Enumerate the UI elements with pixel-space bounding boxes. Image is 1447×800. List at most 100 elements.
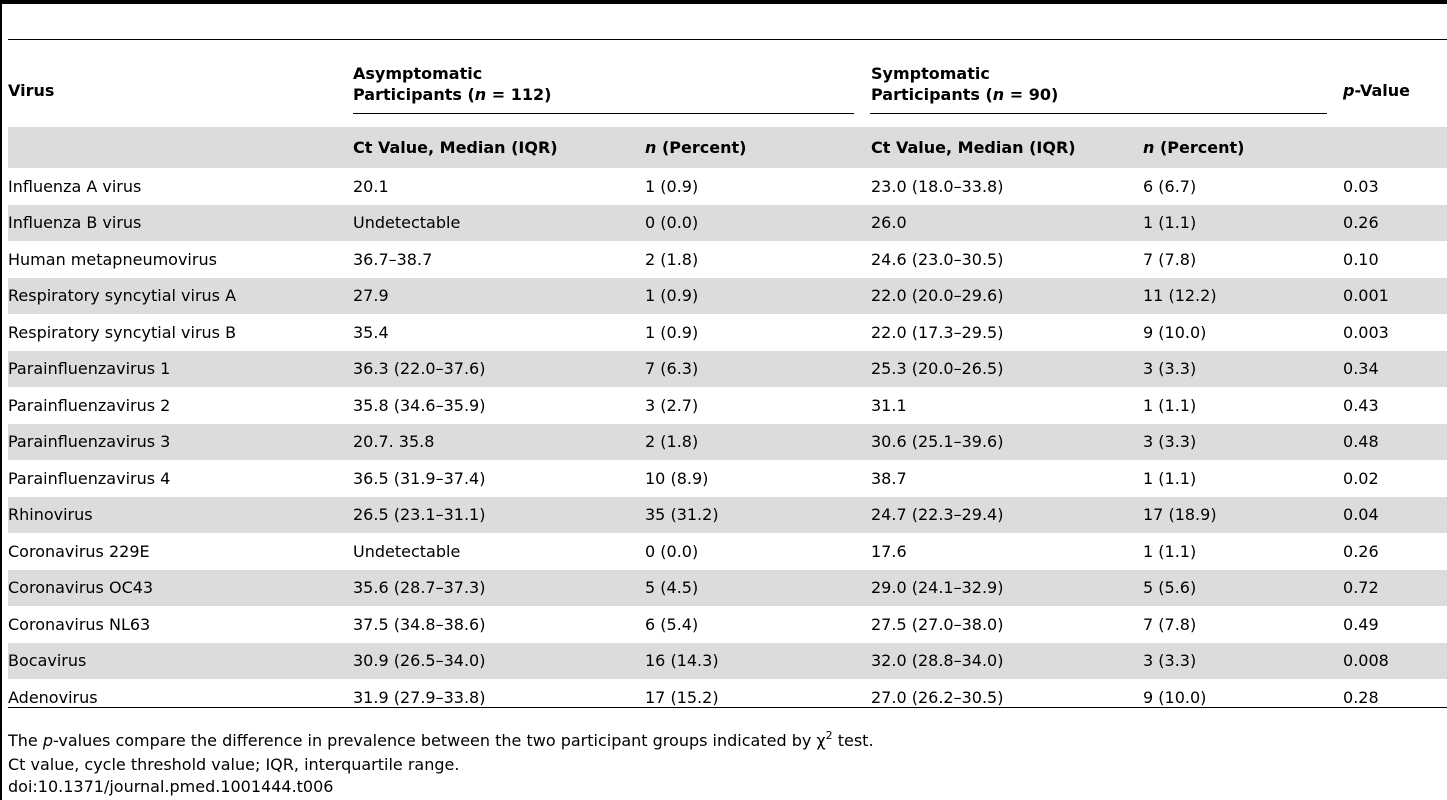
cell-p-value: 0.34 [1343,350,1447,387]
cell-sym-ct: 30.6 (25.1–39.6) [871,423,1143,460]
cell-asym-n: 5 (4.5) [645,569,871,606]
cell-sym-n: 5 (5.6) [1143,569,1344,606]
table-row: Coronavirus OC43 35.6 (28.7–37.3) 5 (4.5) 2… [8,569,1447,606]
cell-asym-n: 17 (15.2) [645,687,719,707]
cell-sym-n: 1 (1.1) [1143,541,1197,561]
cell-sym-n: 9 (10.0) [1143,322,1207,342]
cell-p-value: 0.04 [1343,496,1447,533]
cell-asym-ct: Undetectable [353,204,645,241]
cell-sym-n: 1 (1.1) [1143,204,1344,241]
top-border [0,0,1447,4]
header-row-groups: Virus Asymptomatic Participants (n = 112… [8,40,1447,127]
table-row: Respiratory syncytial virus B 35.4 1 (0.9)… [8,314,1447,351]
cell-sym-n: 17 (18.9) [1143,496,1344,533]
symptomatic-group-rule [870,113,1327,114]
cell-asym-n: 2 (1.8) [645,249,699,269]
cell-asym-ct: 36.7–38.7 [353,249,433,269]
left-border [0,0,2,800]
table-row: Parainfluenzavirus 4 36.5 (31.9–37.4) 10 (… [8,460,1447,497]
cell-asym-n: 6 (5.4) [645,614,699,634]
header-sym-ct: Ct Value, Median (IQR) [871,127,1143,168]
table-row: Parainfluenzavirus 1 36.3 (22.0–37.6) 7 (6… [8,350,1447,387]
cell-sym-ct: 31.1 [871,395,907,415]
cell-virus: Parainfluenzavirus 4 [8,468,171,488]
table-row: Bocavirus 30.9 (26.5–34.0) 16 (14.3) 32.0 (… [8,642,1447,679]
table-row: Influenza A virus 20.1 1 (0.9) 23.0 (18.0–3… [8,168,1447,205]
cell-sym-n: 1 (1.1) [1143,395,1197,415]
cell-virus: Coronavirus NL63 [8,614,151,634]
cell-asym-n: 1 (0.9) [645,277,871,314]
cell-asym-n: 10 (8.9) [645,468,709,488]
table-bottom-rule [8,707,1447,708]
cell-virus: Parainfluenzavirus 1 [8,350,353,387]
cell-p-value: 0.26 [1343,204,1447,241]
header-symptomatic-group: Symptomatic Participants (n = 90) [871,63,1059,104]
header-asymptomatic-group: Asymptomatic Participants (n = 112) [353,63,552,104]
cell-p-value: 0.43 [1343,395,1379,415]
cell-virus: Adenovirus [8,687,98,707]
table-row: Human metapneumovirus 36.7–38.7 2 (1.8) 24.… [8,241,1447,278]
table-row: Influenza B virus Undetectable 0 (0.0) 26.0… [8,204,1447,241]
table-row: Coronavirus 229E Undetectable 0 (0.0) 17.6 1… [8,533,1447,570]
cell-virus: Parainfluenzavirus 3 [8,423,353,460]
cell-sym-ct: 24.7 (22.3–29.4) [871,496,1143,533]
cell-virus: Bocavirus [8,642,353,679]
cell-p-value: 0.001 [1343,277,1447,314]
header-row-subcolumns: Ct Value, Median (IQR) n (Percent) Ct Va… [8,127,1447,168]
cell-asym-ct: 37.5 (34.8–38.6) [353,614,486,634]
cell-sym-ct: 27.0 (26.2–30.5) [871,687,1004,707]
cell-asym-ct: 30.9 (26.5–34.0) [353,642,645,679]
cell-sym-ct: 29.0 (24.1–32.9) [871,569,1143,606]
header-asym-ct: Ct Value, Median (IQR) [353,127,645,168]
cell-p-value: 0.48 [1343,423,1447,460]
cell-sym-n: 7 (7.8) [1143,614,1197,634]
cell-sym-ct: 23.0 (18.0–33.8) [871,176,1004,196]
header-asym-n: n (Percent) [645,127,871,168]
cell-p-value: 0.26 [1343,541,1379,561]
table-row: Adenovirus 31.9 (27.9–33.8) 17 (15.2) 27.0 … [8,679,1447,716]
cell-virus: Coronavirus 229E [8,541,150,561]
cell-virus: Respiratory syncytial virus B [8,322,237,342]
cell-virus: Parainfluenzavirus 2 [8,395,171,415]
cell-asym-n: 1 (0.9) [645,176,699,196]
cell-sym-ct: 27.5 (27.0–38.0) [871,614,1004,634]
cell-sym-ct: 22.0 (20.0–29.6) [871,277,1143,314]
cell-p-value: 0.10 [1343,249,1379,269]
cell-asym-ct: 26.5 (23.1–31.1) [353,496,645,533]
cell-virus: Respiratory syncytial virus A [8,277,353,314]
cell-sym-ct: 32.0 (28.8–34.0) [871,642,1143,679]
cell-p-value: 0.03 [1343,176,1379,196]
cell-sym-ct: 38.7 [871,468,907,488]
asymptomatic-group-rule [353,113,854,114]
cell-asym-n: 0 (0.0) [645,541,699,561]
cell-asym-n: 1 (0.9) [645,322,699,342]
cell-virus: Influenza A virus [8,176,142,196]
cell-p-value: 0.72 [1343,569,1447,606]
cell-asym-n: 7 (6.3) [645,350,871,387]
header-sym-n: n (Percent) [1143,127,1344,168]
cell-sym-n: 3 (3.3) [1143,642,1344,679]
cell-sym-ct: 26.0 [871,204,1143,241]
cell-sym-ct: 25.3 (20.0–26.5) [871,350,1143,387]
table-row: Rhinovirus 26.5 (23.1–31.1) 35 (31.2) 24.7 … [8,496,1447,533]
table-row: Parainfluenzavirus 2 35.8 (34.6–35.9) 3 (2… [8,387,1447,424]
cell-asym-ct: 35.4 [353,322,389,342]
cell-sym-n: 3 (3.3) [1143,350,1344,387]
footnote-doi: doi:10.1371/journal.pmed.1001444.t006 [8,777,334,796]
virus-ct-table: Virus Asymptomatic Participants (n = 112… [8,40,1447,716]
cell-sym-n: 6 (6.7) [1143,176,1197,196]
header-virus: Virus [8,81,55,100]
cell-asym-ct: 35.6 (28.7–37.3) [353,569,645,606]
header-p-value: p-Value [1343,81,1410,100]
cell-p-value: 0.008 [1343,642,1447,679]
cell-asym-ct: 27.9 [353,277,645,314]
cell-sym-ct: 22.0 (17.3–29.5) [871,322,1004,342]
footnote-abbreviations: Ct value, cycle threshold value; IQR, in… [8,755,460,774]
cell-virus: Influenza B virus [8,204,353,241]
table-row: Coronavirus NL63 37.5 (34.8–38.6) 6 (5.4) 2… [8,606,1447,643]
cell-p-value: 0.28 [1343,687,1379,707]
cell-sym-n: 9 (10.0) [1143,687,1207,707]
cell-asym-ct: 20.7. 35.8 [353,423,645,460]
cell-asym-n: 16 (14.3) [645,642,871,679]
cell-asym-ct: 36.3 (22.0–37.6) [353,350,645,387]
